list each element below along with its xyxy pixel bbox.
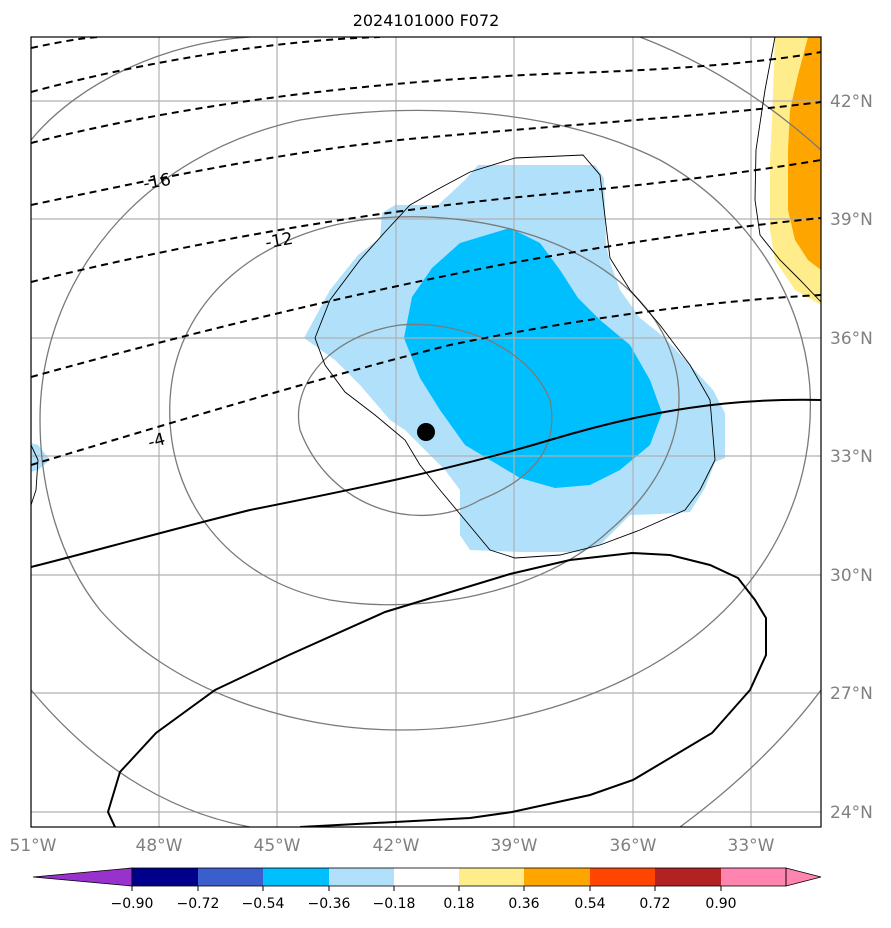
shading-light-blue-edge (31, 443, 50, 472)
lon-label: 45°W (254, 836, 301, 856)
dashed-contours (31, 37, 821, 466)
colorbar-tick-label: −0.18 (373, 896, 416, 912)
colorbar-bin (721, 868, 786, 886)
contour-label-minus-4: -4 (146, 429, 168, 453)
map-border (30, 36, 822, 828)
colorbar-tick-labels: −0.90 −0.72 −0.54 −0.36 −0.18 0.18 0.36 … (111, 896, 737, 912)
lon-label: 36°W (610, 836, 657, 856)
colorbar-bin (394, 868, 459, 886)
thin-black-contour (314, 154, 716, 559)
lat-label: 36°N (830, 329, 873, 349)
lat-label: 42°N (830, 92, 873, 112)
lon-label: 42°W (373, 836, 420, 856)
colorbar-arrow-high (785, 867, 822, 887)
colorbar-tick-label: 0.90 (705, 896, 736, 912)
colorbar-tick-label: 0.36 (508, 896, 539, 912)
lon-label: 48°W (136, 836, 183, 856)
colorbar-bin (263, 868, 329, 886)
colorbar-bin (524, 868, 590, 886)
contour-label-minus-16: -16 (142, 170, 173, 195)
lat-label: 30°N (830, 566, 873, 586)
colorbar-tick-label: 0.18 (443, 896, 474, 912)
lat-label: 24°N (830, 803, 873, 823)
shading-orange-region (788, 37, 821, 270)
colorbar-tick-label: 0.54 (574, 896, 605, 912)
colorbar-tick-label: 0.72 (639, 896, 670, 912)
colorbar-arrow-low (32, 867, 133, 887)
lon-label: 51°W (10, 836, 57, 856)
longitude-labels: 51°W 48°W 45°W 42°W 39°W 36°W 33°W (10, 836, 775, 856)
latitude-labels: 42°N 39°N 36°N 33°N 30°N 27°N 24°N (830, 92, 873, 823)
colorbar: −0.90 −0.72 −0.54 −0.36 −0.18 0.18 0.36 … (32, 867, 822, 912)
lon-label: 33°W (728, 836, 775, 856)
shading-blue-region (404, 228, 662, 488)
lat-label: 33°N (830, 447, 873, 467)
colorbar-tick-label: −0.36 (308, 896, 351, 912)
lat-label: 27°N (830, 684, 873, 704)
thin-black-contour-east (754, 37, 821, 303)
storm-center-marker (417, 423, 435, 441)
colorbar-bin (655, 868, 721, 886)
figure-title: 2024101000 F072 (353, 11, 500, 30)
lon-label: 39°W (491, 836, 538, 856)
map-panel: -16 -12 -4 (31, 37, 821, 827)
colorbar-bin (459, 868, 524, 886)
colorbar-bin (590, 868, 655, 886)
colorbar-bin (329, 868, 394, 886)
thin-black-contour-west (31, 444, 39, 506)
contour-label-minus-12: -12 (264, 229, 295, 254)
colorbar-bin (132, 868, 198, 886)
lat-label: 39°N (830, 210, 873, 230)
colorbar-bin (198, 868, 263, 886)
thick-solid-contours (31, 398, 821, 827)
colorbar-tick-label: −0.72 (177, 896, 220, 912)
gridlines (31, 37, 821, 827)
colorbar-tick-label: −0.90 (111, 896, 154, 912)
contour-label-group: -16 -12 -4 (142, 170, 295, 453)
colorbar-ticks (131, 886, 722, 891)
colorbar-tick-label: −0.54 (242, 896, 285, 912)
